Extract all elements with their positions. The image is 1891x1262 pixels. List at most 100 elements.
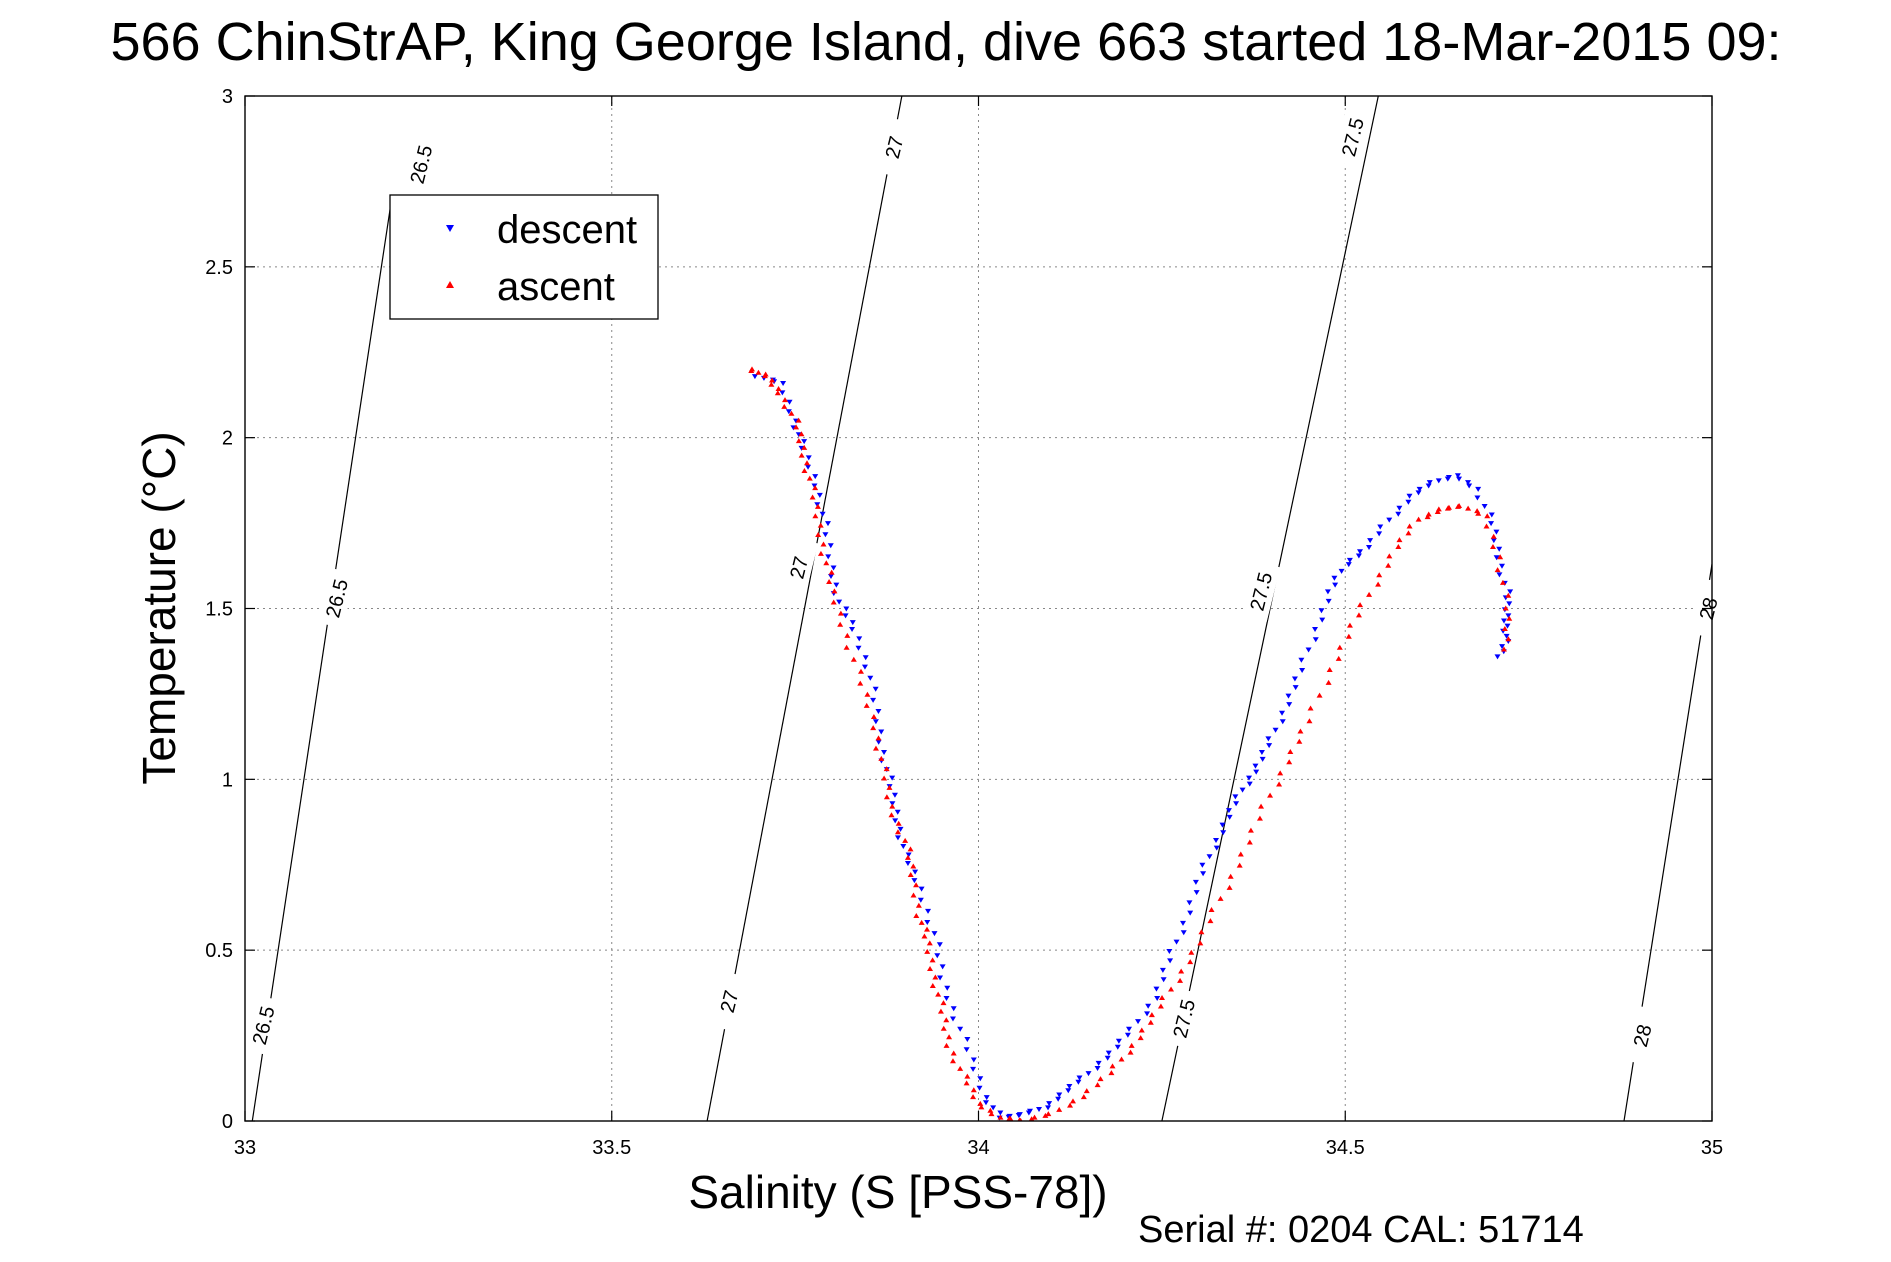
ascent-point	[817, 550, 824, 556]
descent-point	[1065, 1088, 1072, 1094]
ascent-point	[1490, 533, 1497, 539]
ascent-point	[1376, 572, 1383, 578]
ascent-point	[1505, 592, 1512, 598]
descent-point	[819, 511, 826, 517]
ascent-point	[1083, 1088, 1090, 1094]
ascent-point	[1031, 1114, 1038, 1120]
ascent-point	[774, 390, 781, 396]
descent-point	[891, 792, 898, 798]
descent-point	[1474, 495, 1481, 501]
descent-point	[867, 675, 874, 681]
descent-point	[1124, 1032, 1131, 1038]
ascent-point	[881, 775, 888, 781]
y-tick-label: 0.5	[205, 940, 233, 962]
descent-point	[861, 664, 868, 670]
ascent-point	[907, 846, 914, 852]
descent-point	[1345, 562, 1352, 568]
descent-point	[1126, 1026, 1133, 1032]
ascent-point	[970, 1087, 977, 1093]
ascent-point	[988, 1111, 995, 1117]
descent-point	[990, 1105, 997, 1111]
descent-point	[1135, 1019, 1142, 1025]
ascent-point	[1094, 1082, 1101, 1088]
descent-point	[1498, 563, 1505, 569]
ascent-point	[857, 668, 864, 674]
descent-point	[1066, 1083, 1073, 1089]
descent-point	[1377, 524, 1384, 530]
descent-point	[836, 599, 843, 605]
descent-point	[872, 719, 879, 725]
ascent-point	[943, 1017, 950, 1023]
ascent-point	[843, 644, 850, 650]
ascent-point	[904, 854, 911, 860]
descent-point	[1186, 900, 1193, 906]
ascent-point	[870, 713, 877, 719]
descent-point	[1016, 1112, 1023, 1118]
ascent-point	[748, 368, 755, 374]
legend-box	[389, 194, 659, 320]
contour-label-background	[317, 567, 357, 629]
descent-point	[1366, 545, 1373, 550]
descent-point	[997, 1110, 1004, 1116]
descent-point	[1496, 572, 1503, 578]
ascent-point	[1208, 907, 1215, 913]
ascent-point	[1137, 1035, 1144, 1041]
ascent-point	[1396, 537, 1403, 543]
descent-point	[875, 709, 882, 714]
x-tick-label: 33.5	[592, 1137, 631, 1159]
y-tick-label: 0	[222, 1111, 233, 1133]
descent-point	[827, 543, 834, 549]
descent-point	[822, 532, 829, 538]
contour-label-background	[709, 971, 749, 1032]
descent-point	[912, 869, 919, 875]
ascent-point	[761, 373, 768, 379]
descent-point	[1279, 710, 1286, 716]
ascent-point	[1168, 986, 1175, 992]
ascent-point	[798, 452, 805, 458]
ascent-point	[1506, 615, 1513, 621]
ascent-point	[755, 369, 762, 375]
descent-point	[1114, 1044, 1121, 1050]
descent-point	[1493, 529, 1500, 535]
ascent-point	[1148, 1012, 1155, 1018]
ascent-point	[801, 444, 808, 450]
descent-point	[894, 835, 901, 841]
ascent-point	[1325, 679, 1332, 685]
ascent-point	[970, 1094, 977, 1100]
ascent-point	[1497, 554, 1504, 560]
descent-point	[976, 1085, 983, 1091]
ascent-point	[894, 829, 901, 835]
descent-point	[1180, 930, 1187, 936]
ascent-point	[815, 532, 822, 538]
ascent-point	[929, 957, 936, 963]
x-tick-label: 34	[967, 1137, 989, 1159]
ascent-point	[844, 632, 851, 638]
ascent-point	[883, 766, 890, 772]
descent-point	[875, 739, 882, 745]
descent-point	[905, 852, 912, 858]
ascent-point	[997, 1114, 1004, 1120]
descent-point	[1200, 871, 1207, 877]
descent-point	[924, 919, 931, 925]
descent-point	[1056, 1092, 1063, 1098]
descent-point	[1318, 608, 1325, 614]
descent-point	[1488, 512, 1495, 518]
descent-point	[842, 613, 849, 619]
x-tick-label: 34.5	[1326, 1137, 1365, 1159]
ascent-point	[963, 1080, 970, 1086]
descent-point	[925, 908, 932, 914]
descent-point	[1199, 862, 1206, 868]
descent-point	[1192, 879, 1199, 885]
ascent-point	[1435, 506, 1442, 512]
descent-point	[1488, 521, 1495, 527]
descent-point	[950, 1006, 957, 1012]
descent-point	[1376, 531, 1383, 537]
ascent-point	[798, 431, 805, 437]
ascent-point	[1346, 622, 1353, 628]
ascent-point	[1018, 1118, 1023, 1121]
ascent-point	[817, 522, 824, 528]
descent-point	[862, 655, 869, 661]
descent-point	[1258, 750, 1265, 755]
ascent-point	[926, 940, 933, 946]
descent-point	[1425, 483, 1432, 489]
